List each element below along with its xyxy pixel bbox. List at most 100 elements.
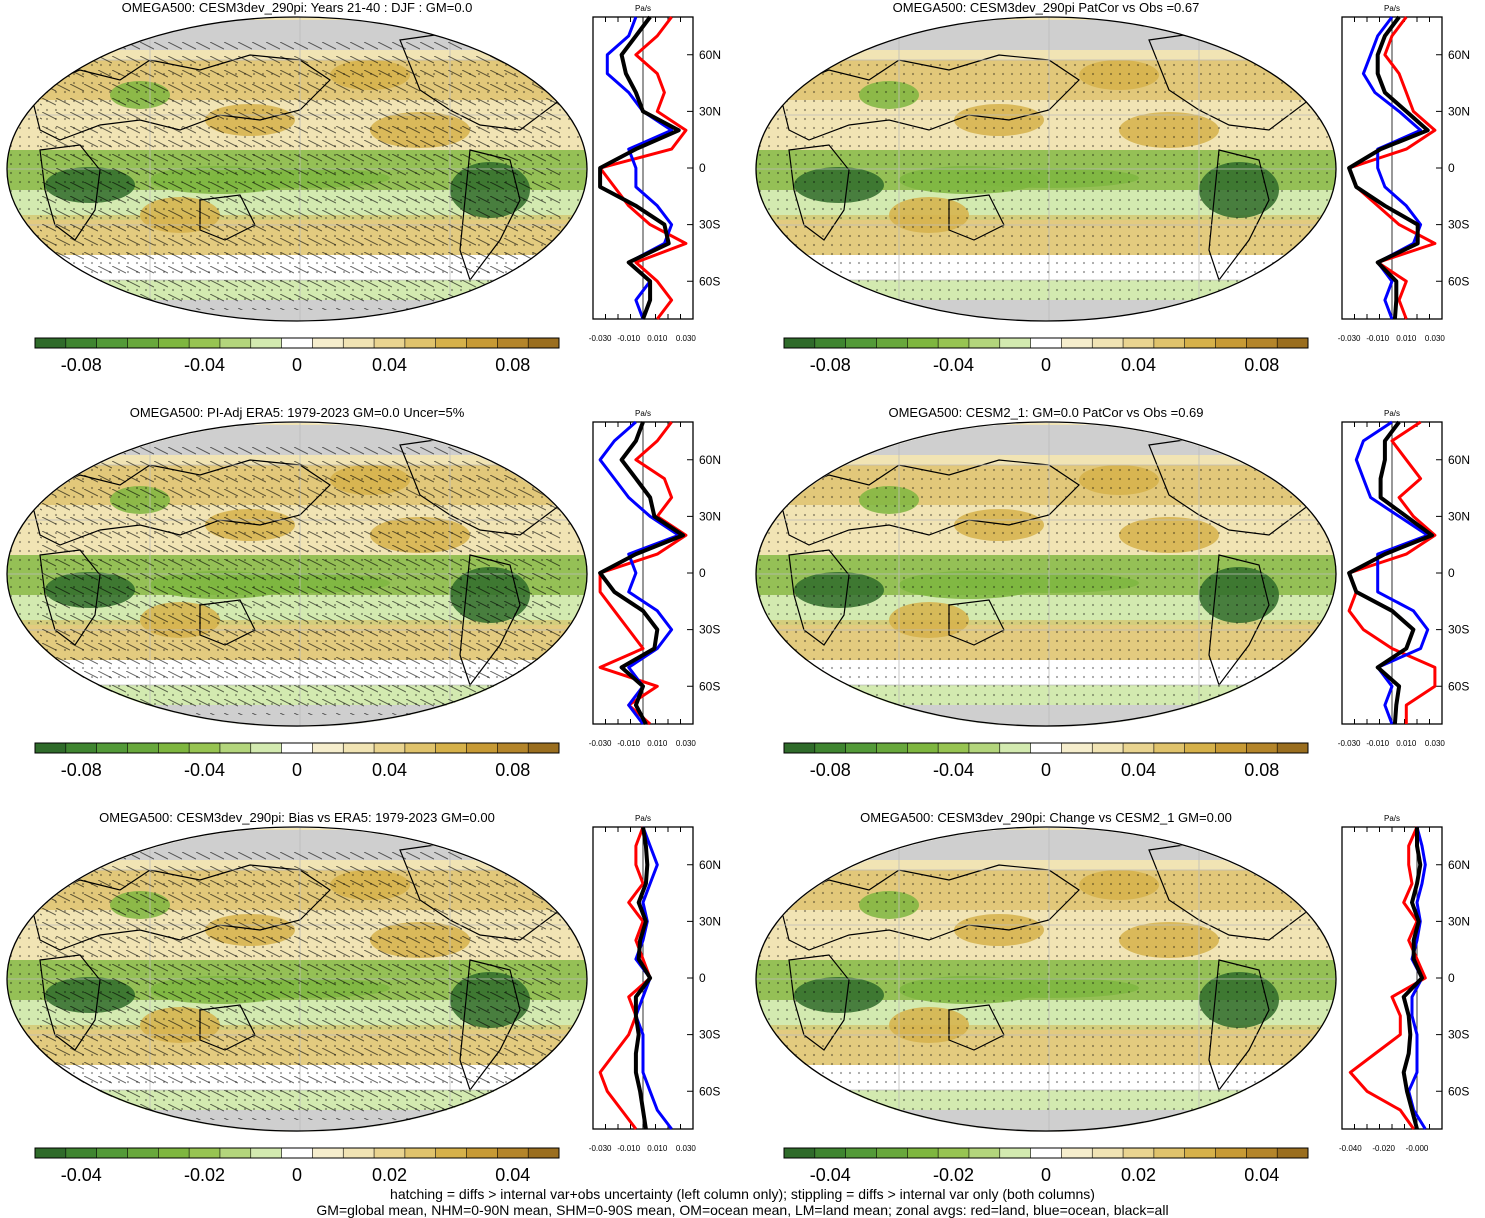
zonal-x-tick-label: -0.030 [589,1144,612,1153]
zonal-lat-label: 30S [1448,218,1469,232]
colorbar-swatch [1123,338,1155,348]
colorbar-swatch [999,1148,1031,1158]
zonal-profile: Pa/s 60N 30N 0 30S 60S -0.030 -0.010 0.010 0.030 [589,409,721,748]
map-border [755,16,1337,322]
zonal-x-tick-label: -0.010 [1366,334,1389,343]
colorbar-swatch [127,743,159,753]
colorbar-swatch [343,743,375,753]
map-border [6,421,588,727]
colorbar-swatch [96,743,128,753]
colorbar-swatch [65,743,97,753]
colorbar-swatch [35,743,67,753]
zonal-x-tick-label: 0.030 [1425,334,1446,343]
colorbar-swatch [127,1148,159,1158]
colorbar-tick-label: -0.02 [933,1165,974,1185]
zonal-lat-label: 0 [1448,566,1455,580]
colorbar-swatch [968,338,1001,348]
colorbar-frame [783,1147,1309,1159]
zonal-series-all [1347,420,1434,725]
colorbar-tick-label: -0.08 [61,760,102,780]
map [756,423,1336,727]
colorbar-tick-label: 0.04 [1121,355,1156,375]
hatching [40,445,560,715]
colorbar-swatch [65,1148,97,1158]
zonal-unit: Pa/s [635,814,651,823]
colorbar-swatch [1061,743,1093,753]
colorbar-swatch [1153,1148,1186,1158]
colorbar-swatch [343,338,375,348]
colorbar-swatch [1061,1148,1093,1158]
colorbar-swatch [497,1148,529,1158]
zonal-series-ocean [598,420,681,725]
colorbar-swatch [497,338,529,348]
colorbar-swatch [466,743,498,753]
zonal-lat-label: 60N [1448,48,1470,62]
colorbar-swatch [876,743,908,753]
colorbar-swatch [374,338,406,348]
panel-2: OMEGA500: CESM3dev_290pi PatCor vs Obs =… [755,0,1470,375]
colorbar-swatch [1030,338,1062,348]
colorbar-swatch [219,338,252,348]
colorbar-swatch [1153,338,1186,348]
zonal-profile: Pa/s 60N 30N 0 30S 60S -0.030 -0.010 0.010 0.030 [589,814,721,1153]
panel-1: OMEGA500: CESM3dev_290pi: Years 21-40 : … [6,0,721,375]
colorbar-tick-label: 0.08 [495,355,530,375]
colorbar-swatch [814,743,846,753]
colorbar-swatch [938,1148,970,1158]
map-field [756,17,1336,321]
map-field [7,17,587,321]
zonal-x-tick-label: 0.030 [1425,739,1446,748]
zonal-x-tick-label: -0.010 [617,739,640,748]
colorbar-swatch [1030,743,1062,753]
panel-4: OMEGA500: CESM2_1: GM=0.0 PatCor vs Obs … [755,405,1470,780]
colorbar-tick-label: 0 [1041,760,1051,780]
zonal-x-tick-label: -0.000 [1406,1144,1429,1153]
zonal-unit: Pa/s [1384,4,1400,13]
colorbar-swatch [158,338,190,348]
colorbar-swatch [250,743,282,753]
footer-line-1: hatching = diffs > internal var+obs unce… [390,1186,1095,1202]
zonal-series-all [598,15,681,320]
colorbar-swatch [1123,1148,1155,1158]
colorbar-swatch [1061,338,1093,348]
map [7,17,587,321]
colorbar-swatch [528,338,560,348]
colorbar-swatch [374,743,406,753]
colorbar-swatch [189,1148,221,1158]
zonal-unit: Pa/s [635,409,651,418]
zonal-lat-label: 60S [699,1084,720,1098]
colorbar-swatch [435,1148,467,1158]
zonal-lat-label: 60N [699,858,721,872]
colorbar-tick-label: -0.08 [61,355,102,375]
colorbar-swatch [968,1148,1001,1158]
zonal-profile: Pa/s 60N 30N 0 30S 60S -0.030 -0.010 0.010 0.030 [1338,4,1470,343]
colorbar-swatch [158,1148,190,1158]
colorbar-swatch [281,338,313,348]
zonal-lat-label: 60S [1448,679,1469,693]
colorbar-tick-label: -0.04 [933,760,974,780]
colorbar-tick-label: 0 [292,1165,302,1185]
colorbar-swatch [907,338,939,348]
zonal-lat-label: 60S [1448,274,1469,288]
colorbar-swatch [404,1148,437,1158]
zonal-lat-label: 30N [1448,509,1470,523]
colorbar-swatch [999,743,1031,753]
colorbar-swatch [189,338,221,348]
zonal-lat-label: 30S [1448,1028,1469,1042]
zonal-x-tick-label: 0.010 [1396,739,1417,748]
stippling [756,870,1336,1110]
colorbar-tick-label: -0.04 [810,1165,851,1185]
colorbar-swatch [814,1148,846,1158]
colorbar-tick-label: -0.04 [184,760,225,780]
colorbar-tick-label: 0.08 [1244,355,1279,375]
zonal-series-all [1401,827,1424,1130]
map [756,17,1336,321]
zonal-series-land [1348,826,1427,1130]
zonal-series-all [633,826,653,1130]
colorbar-swatch [1184,338,1216,348]
colorbar-swatch [845,338,877,348]
map-border [6,826,588,1132]
colorbar-tick-label: 0.04 [372,760,407,780]
map-field [756,828,1336,1132]
zonal-x-tick-label: 0.010 [1396,334,1417,343]
